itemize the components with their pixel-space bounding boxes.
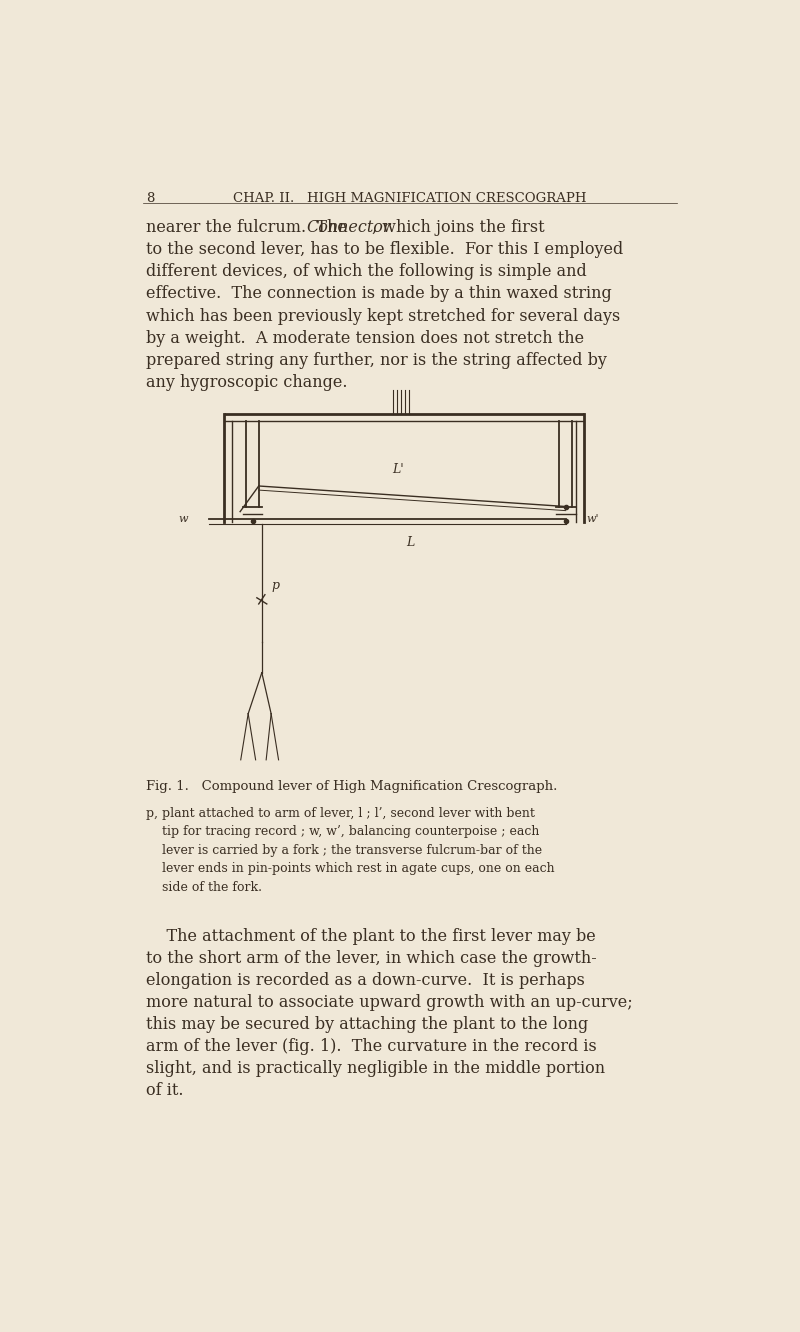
- Text: to the second lever, has to be flexible.  For this I employed: to the second lever, has to be flexible.…: [146, 241, 624, 258]
- Text: nearer the fulcrum.  The: nearer the fulcrum. The: [146, 220, 353, 236]
- Bar: [198, 510, 209, 529]
- Text: , which joins the first: , which joins the first: [372, 220, 544, 236]
- Text: CHAP. II.   HIGH MAGNIFICATION CRESCOGRAPH: CHAP. II. HIGH MAGNIFICATION CRESCOGRAPH: [234, 192, 586, 205]
- Text: Connector: Connector: [306, 220, 390, 236]
- Text: to the short arm of the lever, in which case the growth-: to the short arm of the lever, in which …: [146, 950, 598, 967]
- Text: side of the fork.: side of the fork.: [146, 880, 262, 894]
- Text: arm of the lever (fig. 1).  The curvature in the record is: arm of the lever (fig. 1). The curvature…: [146, 1039, 598, 1055]
- Text: w: w: [178, 514, 188, 523]
- Text: by a weight.  A moderate tension does not stretch the: by a weight. A moderate tension does not…: [146, 329, 585, 346]
- Text: prepared string any further, nor is the string affected by: prepared string any further, nor is the …: [146, 352, 607, 369]
- Text: p: p: [271, 579, 279, 591]
- Text: more natural to associate upward growth with an up-curve;: more natural to associate upward growth …: [146, 994, 634, 1011]
- Text: any hygroscopic change.: any hygroscopic change.: [146, 374, 348, 390]
- Text: elongation is recorded as a down-curve.  It is perhaps: elongation is recorded as a down-curve. …: [146, 972, 586, 990]
- Text: effective.  The connection is made by a thin waxed string: effective. The connection is made by a t…: [146, 285, 612, 302]
- Text: Fig. 1.   Compound lever of High Magnification Crescograph.: Fig. 1. Compound lever of High Magnifica…: [146, 781, 558, 794]
- Bar: [570, 511, 582, 527]
- Bar: [390, 389, 410, 414]
- Text: L: L: [406, 537, 414, 549]
- Text: lever is carried by a fork ; the transverse fulcrum-bar of the: lever is carried by a fork ; the transve…: [146, 844, 542, 856]
- Text: different devices, of which the following is simple and: different devices, of which the followin…: [146, 264, 587, 281]
- Text: w': w': [586, 514, 599, 523]
- Text: tip for tracing record ; w, w’, balancing counterpoise ; each: tip for tracing record ; w, w’, balancin…: [146, 826, 540, 838]
- Text: p, plant attached to arm of lever, l ; l’, second lever with bent: p, plant attached to arm of lever, l ; l…: [146, 807, 535, 821]
- Text: lever ends in pin-points which rest in agate cups, one on each: lever ends in pin-points which rest in a…: [146, 862, 555, 875]
- Text: this may be secured by attaching the plant to the long: this may be secured by attaching the pla…: [146, 1016, 589, 1034]
- Text: L': L': [392, 462, 403, 476]
- Text: 8: 8: [146, 192, 155, 205]
- Text: which has been previously kept stretched for several days: which has been previously kept stretched…: [146, 308, 621, 325]
- Text: slight, and is practically negligible in the middle portion: slight, and is practically negligible in…: [146, 1060, 606, 1078]
- Text: of it.: of it.: [146, 1083, 184, 1099]
- Text: The attachment of the plant to the first lever may be: The attachment of the plant to the first…: [146, 928, 596, 944]
